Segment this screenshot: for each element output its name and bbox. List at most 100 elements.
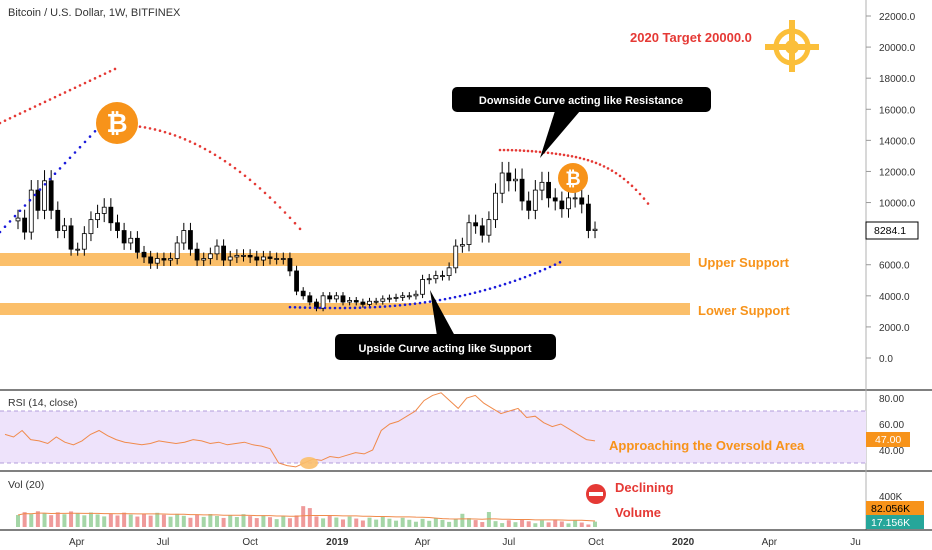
volume-bar [480,522,485,527]
resistance-callout-text: Downside Curve acting like Resistance [479,95,683,107]
volume-bar [453,519,458,527]
resistance-curve-dot [43,100,47,104]
support-curve-dot [508,281,512,284]
candle-body [261,256,266,261]
volume-bar [95,514,100,527]
candle-body [267,256,273,259]
volume-bar [467,518,472,527]
time-tick-label: Jul [157,537,170,548]
candle-body [526,200,532,211]
resistance-curve-dot [614,171,618,175]
candle-body [161,258,167,261]
resistance-curve-dot [506,148,510,152]
volume-bar [168,516,173,527]
resistance-curve-dot [562,153,566,157]
resistance-curve-dot [103,72,107,75]
support-curve-dot [438,298,442,302]
price-tick-label: 18000.0 [879,74,916,85]
support-curve-dot [363,306,367,309]
volume-bar [294,515,299,527]
volume-bar [108,513,113,527]
support-curve-dot [443,297,447,301]
volume-bar [82,515,87,527]
volume-bar [49,515,54,527]
oversold-note: Approaching the Oversold Area [609,438,805,453]
volume-bar [447,521,452,527]
resistance-curve-dot [298,227,302,231]
volume-bar [301,506,306,527]
candle-body [88,219,94,235]
resistance-curve-dot [83,81,87,85]
support-curve-dot [553,263,557,266]
volume-bar [102,516,107,527]
resistance-curve-dot [618,174,622,178]
volume-ma-line [17,512,596,522]
price-tick-label: 10000.0 [879,199,916,210]
support-curve-dot [528,273,532,277]
resistance-curve-dot [622,177,626,181]
volume-bar [340,519,345,527]
candle-body [121,230,127,244]
support-curve-dot [63,161,67,165]
volume-bar [241,514,246,527]
support-curve-dot [293,306,297,309]
resistance-curve-dot [113,67,117,71]
candle-body [35,189,41,211]
candle-body [387,297,392,300]
resistance-callout: Downside Curve acting like Resistance [452,87,711,158]
volume-bar [69,511,74,527]
bitcoin-icon [96,102,138,144]
support-curve-dot [358,306,362,310]
rsi-line [4,392,596,468]
time-tick-label: 2020 [672,537,695,548]
time-tick-label: Apr [69,537,85,548]
support-curve-dot [513,279,517,283]
volume-bar [281,516,286,527]
resistance-curve-dot [606,167,610,170]
candle-body [546,181,551,199]
last-price-box [865,221,919,240]
candles-group [15,161,598,312]
support-curve-dot [518,277,522,281]
candle-body [68,225,74,250]
candle-body [307,295,313,303]
resistance-curve-dot [148,127,152,130]
candle-body [254,256,260,261]
volume-bar [407,519,412,527]
candle-body [426,278,432,281]
time-tick-label: Apr [762,537,778,548]
candle-body [247,254,253,258]
support-curve-dot [383,305,387,308]
resistance-curve-dot [630,184,634,188]
candle-body [453,245,459,269]
candle-body [572,197,578,200]
resistance-curve-dot [558,153,562,156]
candle-body [552,197,558,202]
volume-bar [42,513,47,527]
resistance-curve-dot [98,74,102,78]
volume-bar [440,519,445,527]
candle-body [108,206,114,224]
support-curve-dot [368,306,372,309]
volume-bar [208,514,213,527]
candle-body [134,237,140,253]
resistance-curve-dot [23,109,27,113]
volume-group [16,506,598,527]
support-curve-dot [378,305,382,309]
upper-support-label: Upper Support [698,255,790,270]
candle-body [300,290,306,297]
resistance-curve-dot [3,119,7,122]
support-curve-dot [23,204,27,207]
support-curve-dot [53,172,57,175]
price-tick-label: 16000.0 [879,105,916,116]
declining-label-line1: Declining [615,480,674,495]
resistance-curve-dot [518,149,522,152]
support-curve-dot [288,305,292,309]
volume-bar [546,522,551,527]
candle-body [287,258,293,272]
support-curve-dot [58,167,62,170]
candle-body [241,254,246,257]
candle-body [214,245,220,255]
volume-bar [234,517,239,527]
